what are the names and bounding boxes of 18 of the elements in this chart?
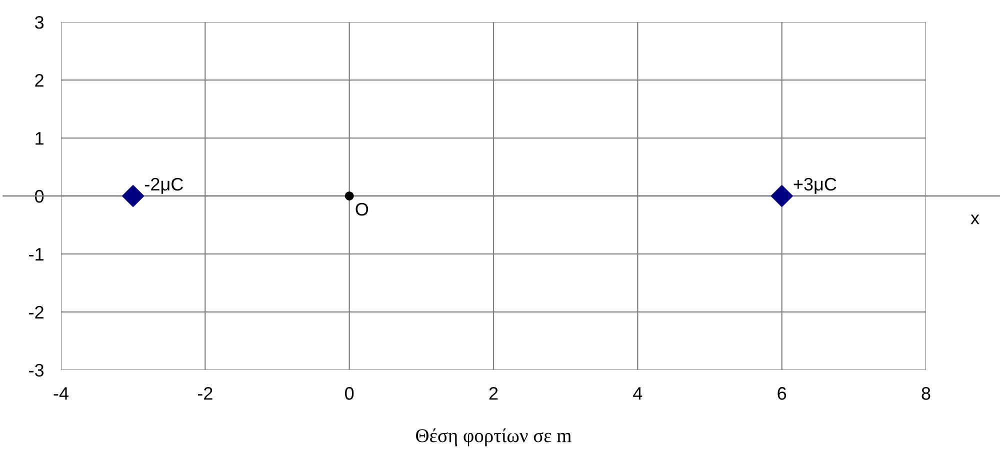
x-tick-label: 8 <box>922 387 930 400</box>
y-tick-label: -2 <box>29 306 44 318</box>
text: x <box>970 214 980 224</box>
x-tick-label: -4 <box>54 387 68 400</box>
y-tick-label: 2 <box>35 74 44 87</box>
x-tick-label: -2 <box>198 387 212 400</box>
annotation: +3μC <box>794 178 836 194</box>
y-tick-label: 1 <box>36 132 44 145</box>
y-tick-label: -3 <box>29 364 44 377</box>
annotation: O <box>356 202 368 216</box>
x-tick-label: 4 <box>633 387 642 400</box>
x-tick-label: 0 <box>345 387 354 400</box>
x-tick-label: 6 <box>778 387 786 400</box>
x-axis-title: Θέση φορτίων σε m <box>416 428 572 446</box>
annotation: -2μC <box>144 178 184 194</box>
y-tick-label: 3 <box>34 16 44 29</box>
y-tick-label: -1 <box>29 248 44 260</box>
x-tick-label: 2 <box>489 387 498 400</box>
